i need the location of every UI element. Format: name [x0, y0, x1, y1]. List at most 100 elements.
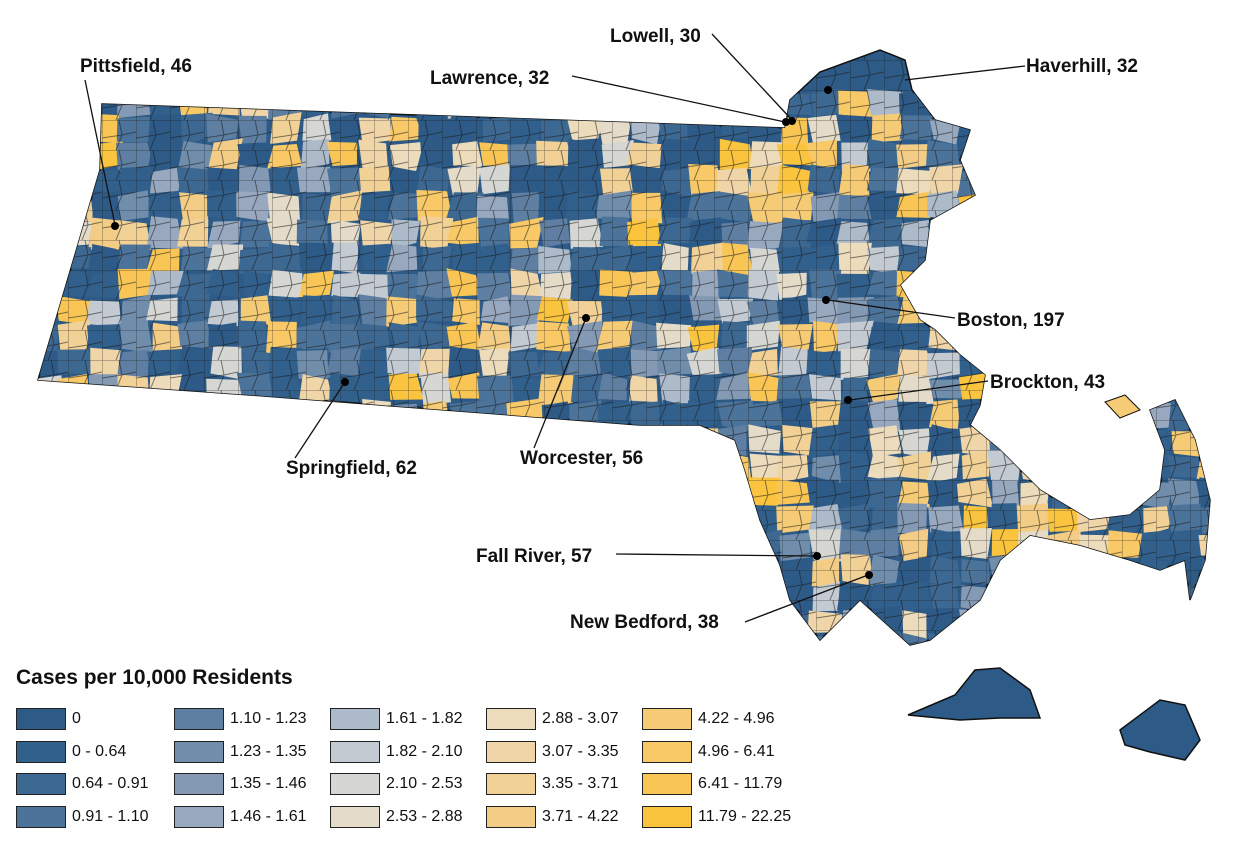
town-region	[1197, 269, 1210, 302]
city-marker	[582, 314, 590, 322]
town-region	[540, 633, 569, 645]
town-region	[92, 582, 121, 614]
cape-tip	[1104, 394, 1141, 419]
town-region	[986, 611, 1021, 639]
town-region	[1077, 554, 1110, 587]
town-region	[1049, 606, 1084, 640]
town-region	[536, 613, 570, 638]
town-region	[207, 477, 242, 510]
legend-label: 1.61 - 1.82	[386, 710, 463, 727]
town-region	[568, 580, 603, 609]
town-region	[238, 479, 272, 510]
leader-lines	[84, 33, 1026, 623]
legend-swatch	[330, 806, 380, 828]
town-region	[359, 607, 387, 640]
city-label-new-bedford: New Bedford, 38	[570, 612, 719, 633]
town-region	[207, 401, 238, 427]
marthas-vineyard	[907, 667, 1042, 721]
town-region	[87, 451, 123, 483]
town-region	[1016, 139, 1048, 172]
town-region	[987, 112, 1023, 143]
town-region	[361, 635, 391, 645]
town-region	[236, 528, 274, 562]
legend-label: 3.07 - 3.35	[542, 743, 619, 760]
legend-swatch	[330, 708, 380, 730]
town-region	[147, 450, 180, 478]
town-region	[1050, 88, 1081, 115]
town-region	[58, 138, 90, 172]
town-region	[480, 428, 509, 456]
legend-label: 0.91 - 1.10	[72, 808, 149, 825]
town-region	[149, 400, 181, 427]
town-region	[181, 399, 212, 428]
legend-label: 4.22 - 4.96	[698, 710, 775, 727]
town-region	[238, 403, 272, 432]
town-region	[1140, 583, 1174, 613]
town-region	[691, 477, 721, 510]
town-region	[38, 476, 64, 508]
legend-swatch	[486, 773, 536, 795]
town-region	[327, 400, 364, 430]
town-region	[1166, 373, 1202, 406]
town-region	[116, 453, 150, 481]
town-region	[959, 87, 990, 117]
town-region	[1171, 295, 1200, 328]
city-marker	[822, 296, 830, 304]
town-region	[38, 296, 58, 328]
town-region	[1046, 270, 1084, 302]
town-region	[38, 139, 60, 169]
town-region	[1017, 166, 1048, 194]
town-region	[418, 636, 453, 645]
legend-swatch	[16, 708, 66, 730]
town-region	[297, 429, 334, 457]
town-region	[38, 559, 64, 586]
legend-swatch	[174, 773, 224, 795]
town-region	[1198, 610, 1210, 636]
legend-item: 0.91 - 1.10	[16, 804, 149, 830]
town-region	[56, 402, 88, 431]
town-region	[452, 584, 484, 613]
town-region	[1136, 88, 1169, 119]
town-region	[927, 222, 961, 247]
town-region	[508, 478, 541, 508]
legend-item: 3.35 - 3.71	[486, 771, 619, 797]
town-region	[210, 451, 239, 483]
town-region	[388, 88, 418, 115]
town-region	[38, 633, 61, 645]
legend-label: 1.35 - 1.46	[230, 775, 307, 792]
city-label-lawrence: Lawrence, 32	[430, 68, 549, 89]
legend-swatch	[642, 741, 692, 763]
town-region	[597, 533, 633, 562]
town-region	[1112, 633, 1143, 645]
town-region	[238, 554, 274, 588]
town-region	[38, 608, 61, 640]
town-region	[1049, 454, 1079, 482]
town-region	[747, 608, 783, 638]
town-region	[269, 504, 304, 533]
town-region	[480, 585, 508, 614]
town-region	[477, 88, 510, 120]
town-region	[512, 503, 541, 536]
town-region	[38, 425, 63, 454]
city-label-pittsfield: Pittsfield, 46	[80, 56, 192, 77]
town-region	[1106, 114, 1138, 146]
legend-title: Cases per 10,000 Residents	[16, 666, 293, 689]
legend-item: 0.64 - 0.91	[16, 771, 149, 797]
town-region	[479, 503, 512, 534]
town-region	[86, 554, 122, 587]
town-region	[989, 86, 1020, 113]
legend-label: 11.79 - 22.25	[698, 808, 792, 825]
town-region	[416, 86, 450, 119]
town-region	[117, 580, 153, 611]
legend-label: 1.82 - 2.10	[386, 743, 463, 760]
town-region	[386, 555, 424, 585]
town-region	[446, 424, 479, 456]
town-region	[266, 632, 299, 645]
town-region	[687, 634, 724, 645]
town-region	[446, 91, 482, 120]
town-region	[1020, 557, 1054, 586]
city-marker	[341, 378, 349, 386]
legend-item: 1.23 - 1.35	[174, 739, 307, 765]
town-region	[480, 452, 511, 484]
town-region	[298, 403, 331, 426]
